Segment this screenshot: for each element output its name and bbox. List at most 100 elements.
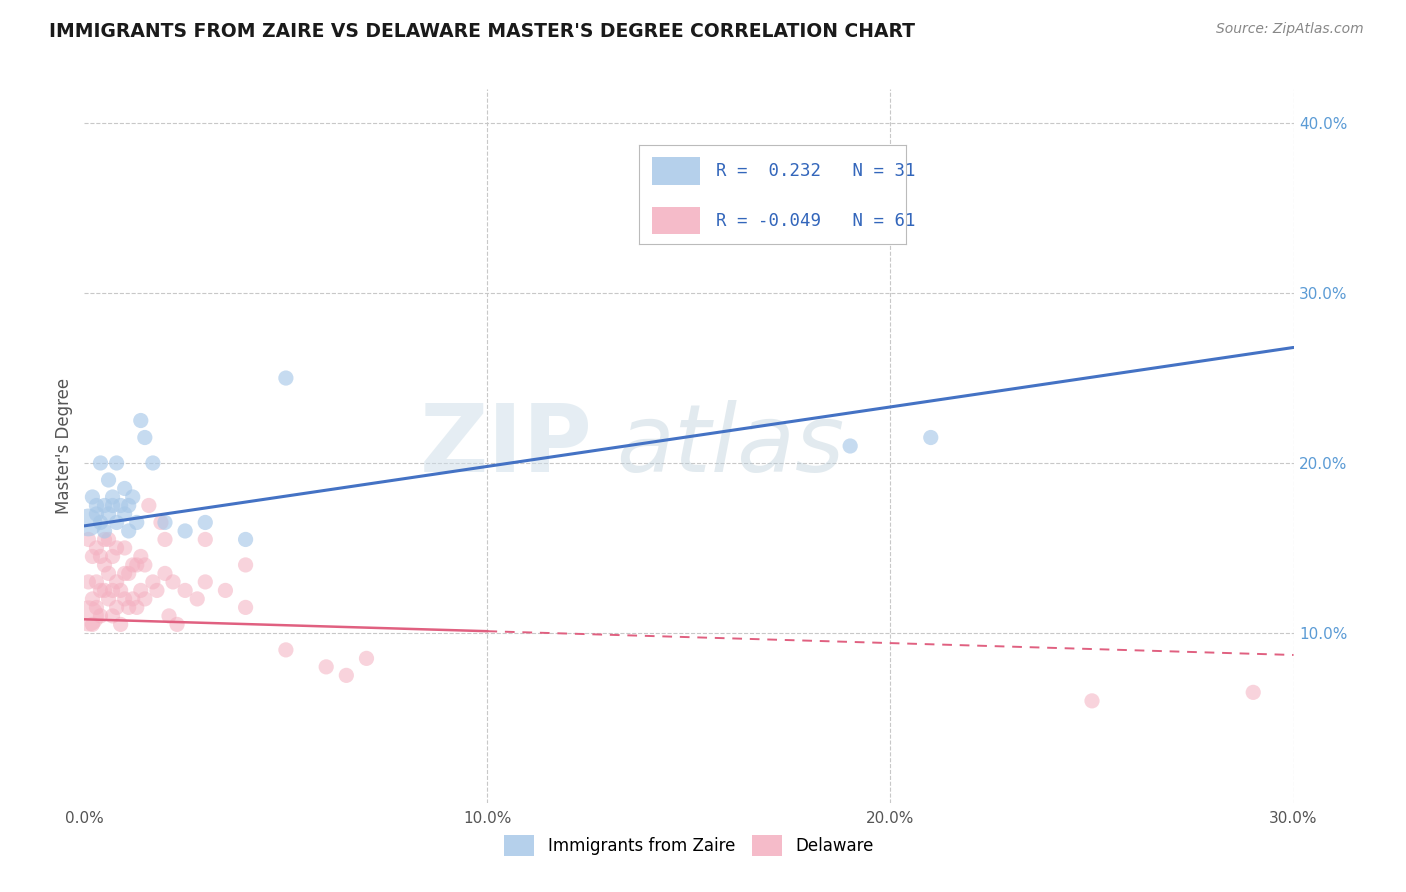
Point [118, 499, 141, 513]
Point [86, 574, 108, 589]
Point [105, 600, 128, 615]
Point [86, 541, 108, 555]
Bar [652, 207, 700, 235]
Text: Source: ZipAtlas.com: Source: ZipAtlas.com [1216, 22, 1364, 37]
Point [235, 533, 257, 547]
Point [101, 583, 124, 598]
Point [93, 533, 115, 547]
Point [97, 566, 120, 581]
Point [121, 591, 143, 606]
Point [110, 617, 132, 632]
Point [118, 600, 141, 615]
Point [186, 591, 208, 606]
Point [125, 600, 148, 615]
Point [86, 499, 108, 513]
Text: ZIP: ZIP [419, 400, 592, 492]
Point [110, 499, 132, 513]
Point [142, 456, 165, 470]
Point [77, 574, 100, 589]
Point [114, 541, 136, 555]
Point [153, 566, 176, 581]
Point [166, 617, 188, 632]
Point [105, 541, 128, 555]
Point [153, 516, 176, 530]
Point [97, 507, 120, 521]
Point [142, 574, 165, 589]
Point [86, 600, 108, 615]
Point [153, 533, 176, 547]
Point [129, 583, 152, 598]
Point [138, 499, 160, 513]
Point [114, 566, 136, 581]
Point [235, 600, 257, 615]
Point [82, 549, 104, 564]
Point [134, 558, 156, 572]
Point [97, 591, 120, 606]
Point [105, 456, 128, 470]
Point [89, 583, 111, 598]
Text: IMMIGRANTS FROM ZAIRE VS DELAWARE MASTER'S DEGREE CORRELATION CHART: IMMIGRANTS FROM ZAIRE VS DELAWARE MASTER… [49, 22, 915, 41]
Point [93, 524, 115, 538]
Point [101, 499, 124, 513]
Point [315, 660, 337, 674]
Point [101, 490, 124, 504]
Point [920, 430, 942, 444]
Point [157, 608, 180, 623]
Bar [652, 157, 700, 185]
Point [194, 516, 217, 530]
Point [118, 524, 141, 538]
Point [1241, 685, 1264, 699]
Point [121, 490, 143, 504]
Point [839, 439, 862, 453]
Point [77, 533, 100, 547]
Point [125, 516, 148, 530]
Point [89, 456, 111, 470]
Point [101, 608, 124, 623]
Point [89, 516, 111, 530]
Point [77, 516, 100, 530]
Point [101, 549, 124, 564]
Point [356, 651, 378, 665]
Point [89, 608, 111, 623]
Point [129, 413, 152, 427]
Point [1081, 694, 1104, 708]
Point [194, 533, 217, 547]
Point [274, 643, 297, 657]
Point [105, 516, 128, 530]
Point [97, 533, 120, 547]
Point [114, 482, 136, 496]
Point [93, 499, 115, 513]
Point [114, 591, 136, 606]
Point [125, 558, 148, 572]
Legend: Immigrants from Zaire, Delaware: Immigrants from Zaire, Delaware [498, 829, 880, 863]
Point [110, 583, 132, 598]
Point [149, 516, 172, 530]
Point [129, 549, 152, 564]
Point [274, 371, 297, 385]
Point [146, 583, 169, 598]
Point [93, 558, 115, 572]
Point [86, 507, 108, 521]
Point [118, 566, 141, 581]
Point [82, 591, 104, 606]
Point [162, 574, 184, 589]
Point [134, 591, 156, 606]
Point [214, 583, 236, 598]
Point [194, 574, 217, 589]
Point [89, 549, 111, 564]
Point [335, 668, 357, 682]
Point [174, 524, 197, 538]
Point [93, 583, 115, 598]
Text: atlas: atlas [616, 401, 845, 491]
Text: R =  0.232   N = 31: R = 0.232 N = 31 [716, 161, 915, 179]
Point [121, 558, 143, 572]
Point [82, 490, 104, 504]
Point [134, 430, 156, 444]
Y-axis label: Master's Degree: Master's Degree [55, 378, 73, 514]
Point [82, 617, 104, 632]
Point [174, 583, 197, 598]
Point [105, 574, 128, 589]
Point [97, 473, 120, 487]
Text: R = -0.049   N = 61: R = -0.049 N = 61 [716, 211, 915, 229]
Point [77, 608, 100, 623]
